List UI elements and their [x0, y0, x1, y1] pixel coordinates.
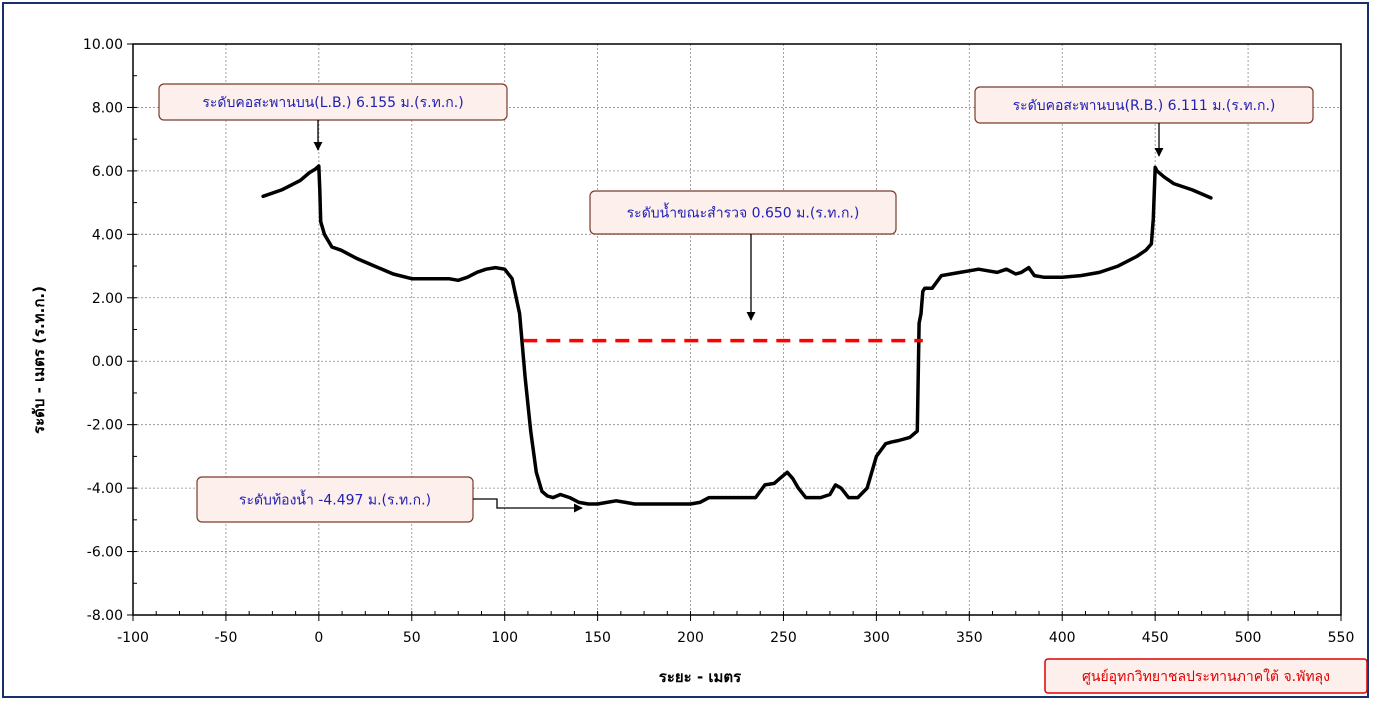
- x-tick-label: -100: [117, 630, 149, 646]
- x-tick-label: 400: [1049, 630, 1076, 646]
- y-tick-label: 4.00: [92, 227, 123, 243]
- annotations: ระดับคอสะพานบน(L.B.) 6.155 ม.(ร.ท.ก.) ระด…: [158, 83, 1314, 523]
- credit-box: ศูนย์อุทกวิทยาชลประทานภาคใต้ จ.พัทลุง: [1044, 658, 1368, 694]
- series: [261, 164, 1213, 506]
- y-tick-label: -6.00: [87, 545, 123, 561]
- annotation-arrow: [473, 498, 583, 513]
- y-tick-label: -2.00: [87, 418, 123, 434]
- x-tick-label: 0: [314, 630, 323, 646]
- credit-text: ศูนย์อุทกวิทยาชลประทานภาคใต้ จ.พัทลุง: [1082, 668, 1330, 685]
- x-tick-label: -50: [214, 630, 237, 646]
- annotation-text: ระดับท้องน้ำ -4.497 ม.(ร.ท.ก.): [239, 490, 431, 509]
- y-tick-label: 10.00: [83, 37, 123, 53]
- x-tick-label: 450: [1142, 630, 1169, 646]
- y-tick-label: -8.00: [87, 608, 123, 624]
- annotation-text: ระดับคอสะพานบน(L.B.) 6.155 ม.(ร.ท.ก.): [202, 95, 463, 111]
- x-tick-label: 150: [584, 630, 611, 646]
- y-tick-label: 8.00: [92, 100, 123, 116]
- annotation-callout: ระดับคอสะพานบน(L.B.) 6.155 ม.(ร.ท.ก.): [158, 83, 508, 151]
- x-axis-title: ระยะ - เมตร: [659, 668, 742, 686]
- x-tick-label: 200: [677, 630, 704, 646]
- axis-ticks: -100 -50 0 50 100 150 200 250 300 350 400 450 500 550…: [83, 37, 1354, 646]
- annotation-callout: ระดับน้ำขณะสำรวจ 0.650 ม.(ร.ท.ก.): [589, 190, 897, 321]
- grid: [133, 44, 1341, 615]
- x-tick-label: 100: [491, 630, 518, 646]
- x-tick-label: 550: [1328, 630, 1355, 646]
- x-tick-label: 300: [863, 630, 890, 646]
- y-tick-label: 2.00: [92, 291, 123, 307]
- annotation-callout: ระดับท้องน้ำ -4.497 ม.(ร.ท.ก.): [196, 476, 583, 523]
- plot-area: [132, 43, 1342, 616]
- x-tick-label: 250: [770, 630, 797, 646]
- annotation-box: [974, 86, 1314, 124]
- x-tick-label: 350: [956, 630, 983, 646]
- x-tick-label: 500: [1235, 630, 1262, 646]
- annotation-box: [589, 190, 897, 235]
- annotation-text: ระดับคอสะพานบน(R.B.) 6.111 ม.(ร.ท.ก.): [1013, 98, 1276, 114]
- y-tick-label: 0.00: [92, 354, 123, 370]
- annotation-text: ระดับน้ำขณะสำรวจ 0.650 ม.(ร.ท.ก.): [627, 203, 860, 222]
- ground-profile-line: [261, 164, 1213, 506]
- x-tick-label: 50: [403, 630, 421, 646]
- y-axis-title: ระดับ - เมตร (ร.ท.ก.): [30, 286, 48, 434]
- y-tick-label: 6.00: [92, 164, 123, 180]
- y-tick-label: -4.00: [87, 481, 123, 497]
- annotation-box: [158, 83, 508, 121]
- annotation-callout: ระดับคอสะพานบน(R.B.) 6.111 ม.(ร.ท.ก.): [974, 86, 1314, 157]
